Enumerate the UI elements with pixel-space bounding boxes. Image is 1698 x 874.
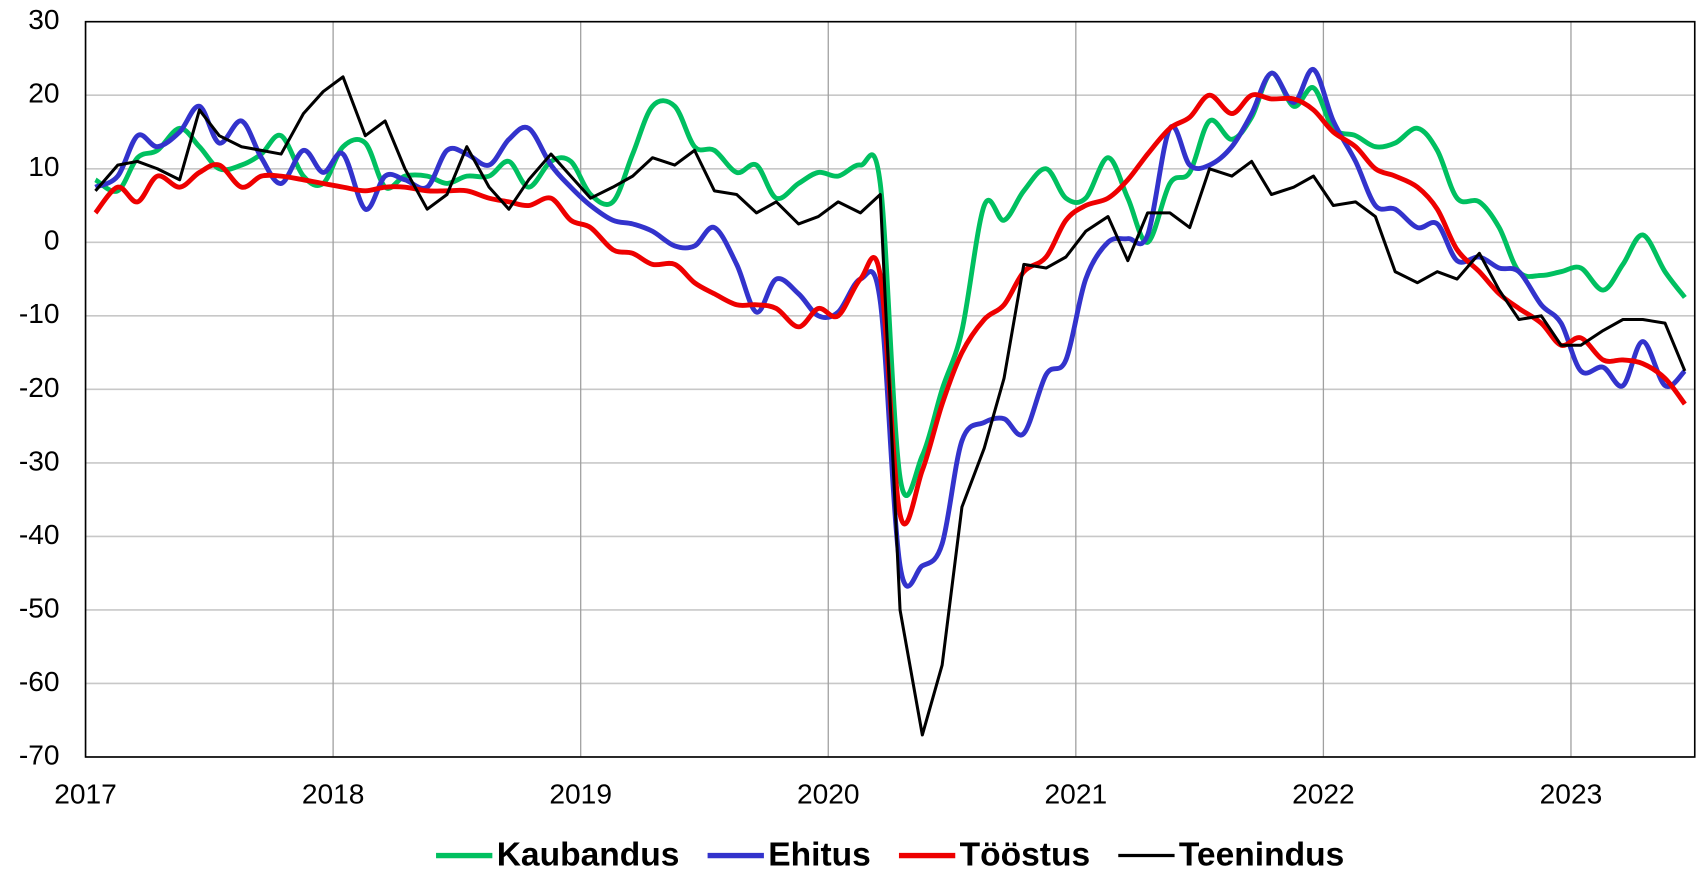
legend-label: Tööstus (960, 837, 1091, 874)
legend-label: Kaubandus (497, 837, 680, 874)
y-tick-label: -40 (19, 519, 60, 550)
y-tick-label: 20 (28, 78, 59, 109)
x-tick-label: 2018 (302, 778, 365, 809)
y-tick-label: -60 (19, 666, 60, 697)
series-line (94, 70, 1687, 499)
y-tick-label: -30 (19, 445, 60, 476)
legend-label: Ehitus (768, 837, 871, 874)
y-tick-label: -20 (19, 372, 60, 403)
x-tick-label: 2019 (549, 778, 612, 809)
y-tick-label: 30 (28, 4, 59, 35)
series-line (94, 75, 1687, 737)
x-tick-label: 2022 (1292, 778, 1355, 809)
y-tick-label: 10 (28, 151, 59, 182)
y-tick-label: -70 (19, 739, 60, 770)
y-tick-label: 0 (44, 225, 60, 256)
y-tick-label: -10 (19, 298, 60, 329)
plot-frame (84, 20, 1696, 758)
x-tick-label: 2021 (1045, 778, 1108, 809)
x-tick-label: 2020 (797, 778, 860, 809)
y-tick-label: -50 (19, 592, 60, 623)
legend-label: Teenindus (1179, 837, 1344, 874)
x-tick-label: 2023 (1540, 778, 1603, 809)
x-tick-label: 2017 (54, 778, 117, 809)
